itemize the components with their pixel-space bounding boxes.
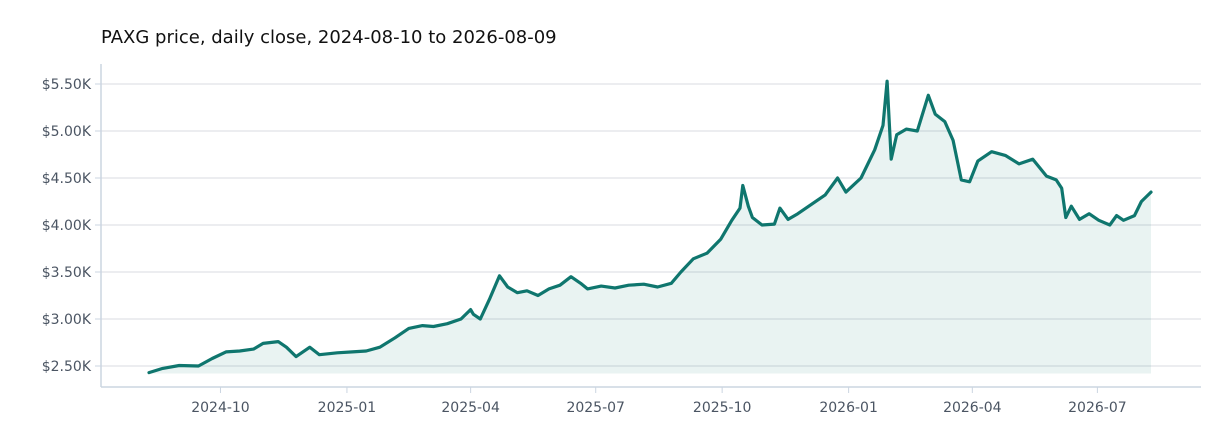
x-tick-label: 2025-04 xyxy=(441,400,500,416)
y-tick-label: $5.00K xyxy=(42,124,92,140)
y-axis-ticks: $2.50K $3.00K $3.50K $4.00K $4.50K $5.00K $5.5… xyxy=(42,77,101,375)
price-area xyxy=(149,81,1151,374)
x-tick-label: 2024-10 xyxy=(191,400,250,416)
chart-title: PAXG price, daily close, 2024-08-10 to 2… xyxy=(101,27,557,48)
y-tick-label: $3.00K xyxy=(42,312,92,328)
area-layer xyxy=(149,81,1151,374)
x-axis-ticks: 2024-10 2025-01 2025-04 2025-07 2025-10 2026-… xyxy=(191,387,1127,416)
price-line xyxy=(147,79,1153,375)
gridlines xyxy=(101,83,1201,367)
x-tick-label: 2025-01 xyxy=(318,400,377,416)
y-tick-label: $2.50K xyxy=(42,359,92,375)
y-tick-label: $5.50K xyxy=(42,77,92,93)
x-tick-label: 2025-07 xyxy=(566,400,625,416)
x-tick-label: 2026-01 xyxy=(819,400,878,416)
y-tick-label: $4.00K xyxy=(42,218,92,234)
x-tick-label: 2026-04 xyxy=(943,400,1002,416)
line-layer xyxy=(147,79,1153,375)
x-tick-label: 2026-07 xyxy=(1068,400,1127,416)
y-tick-label: $3.50K xyxy=(42,265,92,281)
x-tick-label: 2025-10 xyxy=(693,400,752,416)
y-tick-label: $4.50K xyxy=(42,171,92,187)
